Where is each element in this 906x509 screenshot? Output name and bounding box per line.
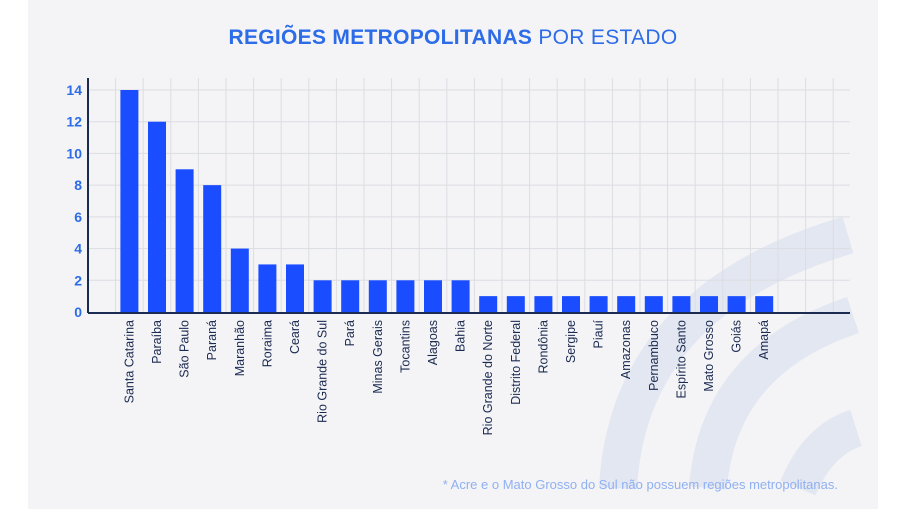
x-tick-label: Pará — [343, 320, 357, 346]
y-tick-label: 6 — [74, 209, 82, 225]
y-tick-label: 14 — [66, 82, 82, 98]
bar — [479, 296, 498, 312]
bar — [644, 296, 663, 312]
x-tick-label: Rondônia — [536, 320, 550, 374]
bar — [368, 280, 387, 312]
bar — [286, 264, 304, 312]
bar — [203, 185, 222, 312]
footnote: * Acre e o Mato Grosso do Sul não possue… — [442, 477, 838, 492]
x-tick-label: Paraíba — [150, 320, 164, 364]
y-tick-label: 8 — [74, 177, 82, 193]
x-tick-label: Paraná — [205, 320, 219, 360]
x-tick-label: Ceará — [288, 320, 302, 354]
bar — [672, 296, 691, 312]
x-tick-label: Santa Catarina — [122, 320, 136, 403]
bar — [506, 296, 525, 312]
bar — [341, 280, 360, 312]
bar — [175, 169, 194, 312]
y-tick-label: 12 — [66, 114, 82, 130]
chart-panel — [28, 0, 878, 509]
bar — [562, 296, 580, 312]
bar — [534, 296, 553, 312]
y-tick-label: 0 — [74, 304, 82, 320]
x-tick-label: Alagoas — [426, 320, 440, 365]
x-tick-label: Sergipe — [564, 320, 578, 363]
x-tick-label: Rio Grande do Sul — [316, 320, 330, 423]
bar — [120, 90, 139, 312]
x-tick-label: Tocantins — [398, 320, 412, 373]
x-tick-label: São Paulo — [178, 320, 192, 378]
y-tick-label: 4 — [74, 241, 82, 257]
title-bold: REGIÕES METROPOLITANAS — [228, 26, 533, 49]
bar — [424, 280, 442, 312]
x-tick-label: Piauí — [592, 319, 606, 348]
x-tick-label: Goiás — [730, 320, 744, 353]
x-tick-label: Amapá — [757, 320, 771, 360]
x-tick-label: Maranhão — [233, 320, 247, 376]
x-tick-label: Roraima — [260, 320, 274, 367]
bar — [755, 296, 774, 312]
x-tick-label: Espírito Santo — [674, 320, 688, 399]
bar — [230, 248, 249, 312]
y-tick-label: 10 — [66, 145, 82, 161]
x-tick-label: Mato Grosso — [702, 320, 716, 392]
watermark-logo — [599, 216, 863, 496]
y-tick-label: 2 — [74, 272, 82, 288]
x-tick-label: Distrito Federal — [509, 320, 523, 405]
bar — [727, 296, 746, 312]
bar — [313, 280, 332, 312]
x-tick-label: Amazonas — [619, 320, 633, 379]
x-tick-label: Bahia — [454, 320, 468, 352]
bar — [617, 296, 636, 312]
bar — [589, 296, 608, 312]
x-tick-label: Minas Gerais — [371, 320, 385, 394]
bar — [700, 296, 718, 312]
bar — [396, 280, 415, 312]
title-regular: POR ESTADO — [538, 26, 678, 49]
x-tick-label: Pernambuco — [647, 320, 661, 391]
chart-title: REGIÕES METROPOLITANAS POR ESTADO — [0, 26, 906, 50]
bar — [258, 264, 277, 312]
bar — [451, 280, 470, 312]
bar — [148, 121, 166, 312]
x-tick-label: Rio Grande do Norte — [481, 320, 495, 435]
